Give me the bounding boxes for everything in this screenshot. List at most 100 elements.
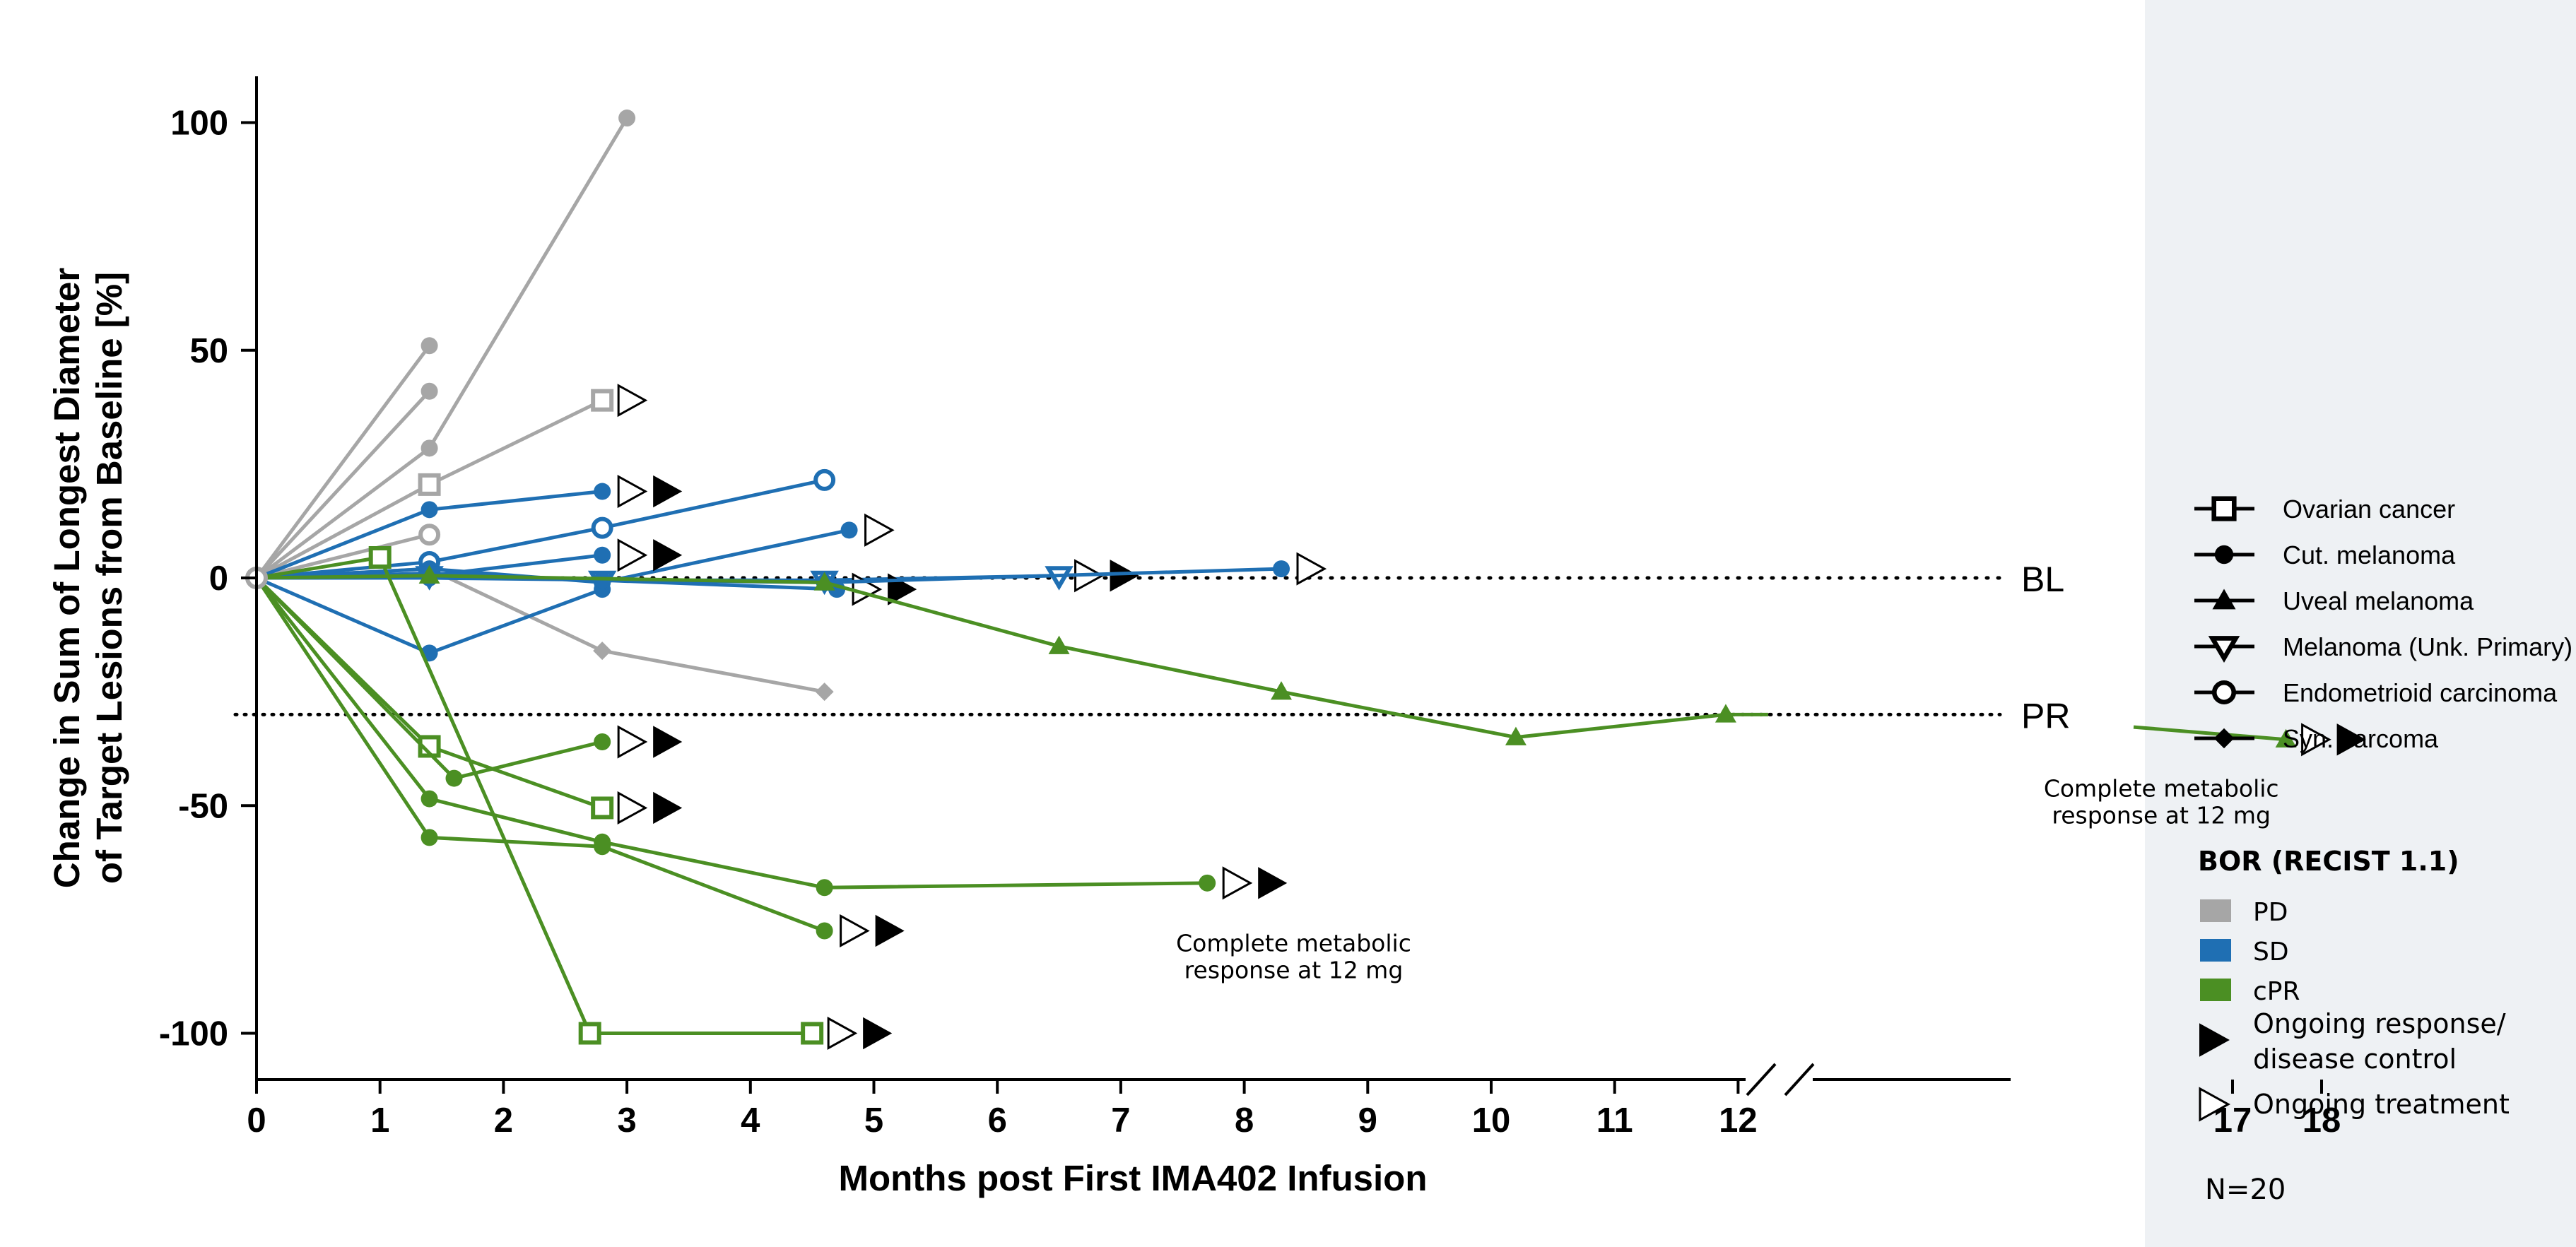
ongoing-response-arrow xyxy=(653,539,683,572)
annotation-complete-metabolic-response: Complete metabolic response at 12 mg xyxy=(1176,929,1411,983)
legend: Ovarian cancer Cut. melanoma Uveal melanom… xyxy=(2194,495,2572,1206)
legend-bor-title: BOR (RECIST 1.1) xyxy=(2198,846,2459,877)
legend-marker xyxy=(2213,728,2235,749)
annotation-line: Complete metabolic xyxy=(2044,774,2279,802)
ongoing-treatment-arrow xyxy=(827,1016,858,1051)
legend-color-swatch xyxy=(2200,899,2231,922)
ongoing-treatment-arrow xyxy=(840,914,870,948)
data-point xyxy=(594,733,611,751)
y-tick-label: 100 xyxy=(170,105,228,143)
data-point xyxy=(418,473,441,496)
data-point xyxy=(1715,704,1736,723)
series-1-pd xyxy=(254,337,438,579)
reference-label-bl: BL xyxy=(2021,560,2064,599)
data-point xyxy=(420,439,438,457)
series-4-pd xyxy=(255,384,648,580)
legend-marker xyxy=(2212,589,2236,610)
x-tick-label: 5 xyxy=(864,1101,883,1140)
x-tick-label: 10 xyxy=(1472,1101,1511,1140)
ongoing-treatment-arrow xyxy=(1222,866,1253,900)
annotations: Complete metabolic response at 12 mgCompl… xyxy=(1176,774,2278,983)
annotation-line: response at 12 mg xyxy=(1184,956,1404,983)
ongoing-treatment-arrow xyxy=(617,725,648,759)
x-tick-label: 7 xyxy=(1111,1101,1130,1140)
data-point xyxy=(418,565,440,584)
data-point xyxy=(420,501,438,519)
series-line xyxy=(255,577,603,810)
data-point xyxy=(813,468,836,491)
series-17-cpr xyxy=(255,577,683,825)
data-point xyxy=(1048,635,1070,654)
reference-label-pr: PR xyxy=(2021,696,2070,735)
legend-item-bor: cPR xyxy=(2200,977,2300,1006)
series-line xyxy=(256,478,825,580)
ongoing-treatment-arrow xyxy=(617,384,648,418)
x-tick-label: 8 xyxy=(1235,1101,1254,1140)
x-tick-label: 3 xyxy=(617,1101,636,1140)
legend-label: Uveal melanoma xyxy=(2283,586,2474,615)
data-point xyxy=(591,796,614,820)
legend-item-bor: SD xyxy=(2200,938,2289,967)
data-point xyxy=(618,110,636,127)
ongoing-response-arrow xyxy=(863,1017,893,1050)
legend-item-indication: Ovarian cancer xyxy=(2194,495,2455,524)
legend-color-swatch xyxy=(2200,939,2231,962)
ongoing-treatment-arrow xyxy=(864,513,895,547)
x-tick-label: 11 xyxy=(1596,1101,1633,1140)
data-point xyxy=(594,483,611,500)
data-point xyxy=(1199,874,1216,892)
data-point xyxy=(578,1022,601,1045)
data-point xyxy=(1273,560,1290,578)
ongoing-response-arrow xyxy=(1110,560,1139,592)
data-point xyxy=(815,682,834,702)
data-point xyxy=(445,769,463,787)
legend-label: Ongoing response/disease control xyxy=(2253,1008,2506,1075)
data-point xyxy=(591,389,614,412)
data-point xyxy=(593,642,612,661)
series-15-cpr xyxy=(256,565,2366,757)
legend-item-indication: Syn. sarcoma xyxy=(2194,724,2439,753)
data-point xyxy=(816,922,833,940)
legend-label: Endometrioid carcinoma xyxy=(2283,678,2558,707)
ongoing-treatment-arrow xyxy=(1296,552,1327,586)
data-point xyxy=(594,838,611,856)
y-tick-label: 50 xyxy=(189,332,228,370)
series-line xyxy=(256,555,813,1035)
series-7-sd xyxy=(256,475,683,580)
series-11-sd xyxy=(256,576,611,662)
annotation-line: Complete metabolic xyxy=(1176,929,1411,957)
series-5-pd xyxy=(256,524,441,580)
annotation-line: response at 12 mg xyxy=(2052,801,2271,829)
series-line xyxy=(256,533,430,580)
legend-label: PD xyxy=(2253,898,2288,927)
x-tick-label: 12 xyxy=(1719,1101,1758,1140)
y-axis-title: Change in Sum of Longest Diameterof Targ… xyxy=(47,268,129,889)
ongoing-treatment-arrow xyxy=(617,475,648,509)
x-tick-label: 1 xyxy=(370,1101,389,1140)
legend-marker xyxy=(2211,680,2237,705)
y-tick-label: -100 xyxy=(159,1015,228,1053)
series-20-cpr xyxy=(254,577,905,948)
x-axis-break-mark xyxy=(1784,1063,1815,1097)
legend-label-line: Ongoing response/ xyxy=(2253,1008,2506,1039)
series-3-pd xyxy=(255,110,636,579)
legend-label: Cut. melanoma xyxy=(2283,540,2456,569)
legend-item-indication: Endometrioid carcinoma xyxy=(2194,678,2558,707)
legend-open-arrow-icon xyxy=(2199,1087,2231,1122)
legend-label-line: Ongoing treatment xyxy=(2253,1089,2510,1120)
ongoing-response-arrow xyxy=(653,726,683,758)
data-point xyxy=(591,516,613,539)
data-point xyxy=(1505,726,1527,745)
data-point xyxy=(420,382,438,400)
legend-label: Melanoma (Unk. Primary) xyxy=(2283,632,2572,661)
legend-marker xyxy=(2214,545,2234,565)
reference-lines: BL PR xyxy=(233,560,2070,735)
x-tick-label: 18 xyxy=(2302,1101,2341,1140)
axis-labels: Months post First IMA402 Infusion Change … xyxy=(47,268,1428,1198)
legend-label: cPR xyxy=(2253,977,2300,1006)
data-point xyxy=(418,524,441,546)
legend-label: Ongoing treatment xyxy=(2253,1089,2510,1120)
data-point xyxy=(813,572,835,591)
x-axis-title: Months post First IMA402 Infusion xyxy=(838,1158,1427,1198)
